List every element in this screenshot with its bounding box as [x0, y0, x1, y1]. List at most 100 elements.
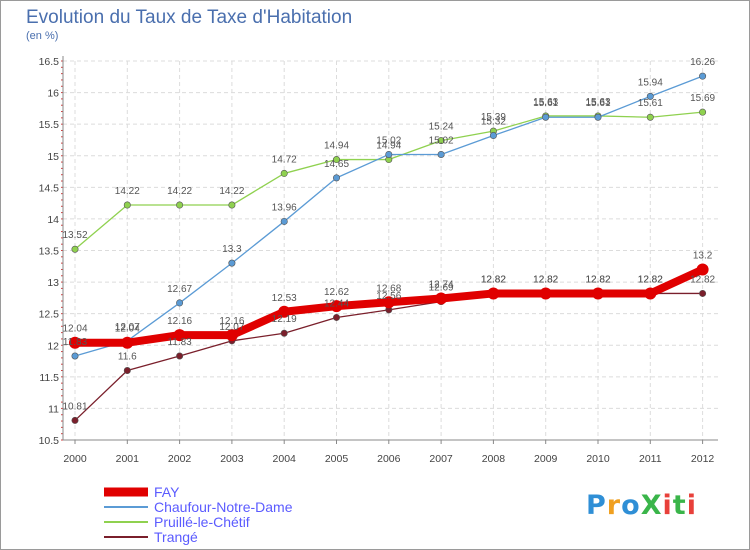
data-point-chaufour-notre-dame	[228, 259, 236, 267]
data-label-fay: 13.2	[693, 250, 713, 261]
data-label-pruille-le-chetif: 14.22	[219, 186, 244, 197]
data-label-chaufour-notre-dame: 16.26	[690, 57, 715, 68]
logo-letter: r	[606, 490, 622, 521]
logo-letter: t	[672, 490, 687, 521]
data-label-chaufour-notre-dame: 15.02	[429, 135, 454, 146]
x-tick-label: 2006	[377, 453, 401, 465]
data-point-fay	[539, 287, 552, 300]
data-point-pruille-le-chetif	[71, 245, 79, 253]
data-point-trange	[71, 416, 79, 424]
data-label-fay: 12.62	[324, 287, 349, 298]
y-tick-label: 12.5	[39, 309, 60, 321]
data-label-chaufour-notre-dame: 15.32	[481, 117, 506, 128]
data-point-fay	[330, 300, 343, 313]
x-tick-label: 2002	[168, 453, 192, 465]
data-label-fay: 12.82	[481, 274, 506, 285]
x-tick-label: 2003	[220, 453, 244, 465]
legend-label-chaufour-notre-dame: Chaufour-Notre-Dame	[154, 499, 293, 515]
logo-letter: X	[640, 490, 663, 521]
data-point-fay	[592, 287, 604, 300]
x-tick-label: 2000	[63, 453, 87, 465]
x-tick-label: 2009	[534, 453, 558, 465]
data-point-pruille-le-chetif	[437, 137, 445, 145]
data-point-chaufour-notre-dame	[280, 217, 288, 225]
data-label-fay: 12.82	[638, 274, 663, 285]
data-label-pruille-le-chetif: 15.39	[481, 112, 506, 123]
axes: 10.5 11 11.5 12 12.5 13 13.5 14 14.5 15 15.5 16 16.5…	[39, 56, 718, 465]
data-point-chaufour-notre-dame	[71, 352, 79, 360]
data-point-fay	[435, 292, 448, 305]
data-label-chaufour-notre-dame: 15.61	[585, 98, 610, 109]
data-point-chaufour-notre-dame	[385, 150, 393, 158]
data-point-fay	[278, 305, 291, 318]
data-point-pruille-le-chetif	[228, 201, 236, 209]
data-label-chaufour-notre-dame: 13.3	[222, 244, 242, 255]
data-label-fay: 12.04	[62, 324, 87, 335]
data-point-pruille-le-chetif	[280, 169, 288, 177]
y-tick-label: 16.5	[39, 56, 60, 68]
data-point-trange	[123, 367, 131, 375]
x-tick-label: 2005	[325, 453, 349, 465]
legend: FAYChaufour-Notre-DamePruillé-le-ChétifT…	[104, 484, 293, 545]
data-label-fay: 12.04	[115, 324, 140, 335]
data-label-trange: 12.82	[533, 274, 558, 285]
data-label-trange: 10.81	[62, 401, 87, 412]
chart-unit-label: (en %)	[26, 30, 59, 42]
data-label-fay: 12.82	[533, 274, 558, 285]
data-label-fay: 12.68	[376, 283, 401, 294]
y-tick-label: 15.5	[39, 119, 60, 131]
x-tick-label: 2001	[116, 453, 140, 465]
data-label-pruille-le-chetif: 15.61	[638, 98, 663, 109]
data-point-pruille-le-chetif	[332, 156, 340, 164]
data-label-pruille-le-chetif: 13.52	[62, 230, 87, 241]
legend-label-pruille-le-chetif: Pruillé-le-Chétif	[154, 514, 250, 530]
data-label-trange: 12.44	[324, 298, 349, 309]
data-labels: 13.52 14.22 14.22 14.22 14.72 14.94 14.94 15.24…	[62, 57, 715, 412]
data-label-pruille-le-chetif: 15.24	[429, 122, 454, 133]
logo-letter: i	[662, 490, 673, 521]
data-label-fay: 12.82	[585, 274, 610, 285]
logo-letter: P	[586, 490, 607, 521]
data-point-chaufour-notre-dame	[176, 299, 184, 307]
data-label-chaufour-notre-dame: 15.94	[638, 77, 663, 88]
data-label-chaufour-notre-dame: 15.61	[533, 98, 558, 109]
y-tick-label: 11.5	[39, 372, 59, 384]
y-tick-label: 13	[47, 277, 59, 289]
data-label-fay: 12.74	[429, 280, 454, 291]
logo-letter: i	[686, 490, 697, 521]
x-tick-label: 2011	[639, 453, 662, 465]
y-tick-label: 13.5	[39, 246, 60, 258]
data-label-pruille-le-chetif: 15.63	[533, 97, 558, 108]
data-point-pruille-le-chetif	[699, 108, 707, 116]
data-label-trange: 12.19	[272, 314, 297, 325]
data-label-chaufour-notre-dame: 15.02	[376, 135, 401, 146]
data-point-trange	[699, 289, 707, 297]
data-point-chaufour-notre-dame	[437, 150, 445, 158]
data-point-chaufour-notre-dame	[489, 132, 497, 140]
legend-label-fay: FAY	[154, 484, 180, 500]
data-label-pruille-le-chetif: 14.22	[167, 186, 192, 197]
data-point-fay	[382, 296, 395, 309]
data-point-pruille-le-chetif	[646, 113, 654, 121]
data-label-trange: 12.56	[376, 291, 401, 302]
data-point-chaufour-notre-dame	[542, 113, 550, 121]
data-label-trange: 11.83	[167, 337, 192, 348]
data-label-fay: 12.53	[272, 293, 297, 304]
y-tick-label: 10.5	[39, 435, 60, 447]
data-label-pruille-le-chetif: 15.63	[585, 97, 610, 108]
grid-lines	[63, 60, 718, 441]
data-label-pruille-le-chetif: 14.72	[272, 154, 297, 165]
data-point-trange	[280, 329, 288, 337]
data-label-trange: 11.6	[118, 352, 137, 363]
data-label-trange: 12.82	[481, 274, 506, 285]
x-tick-label: 2012	[691, 453, 715, 465]
x-tick-label: 2010	[586, 453, 610, 465]
series-layer	[69, 72, 709, 424]
data-label-trange: 12.69	[429, 283, 454, 294]
data-label-trange: 12.82	[690, 274, 715, 285]
data-point-fay	[696, 263, 709, 276]
data-point-fay	[173, 329, 186, 342]
data-label-pruille-le-chetif: 14.22	[115, 186, 140, 197]
